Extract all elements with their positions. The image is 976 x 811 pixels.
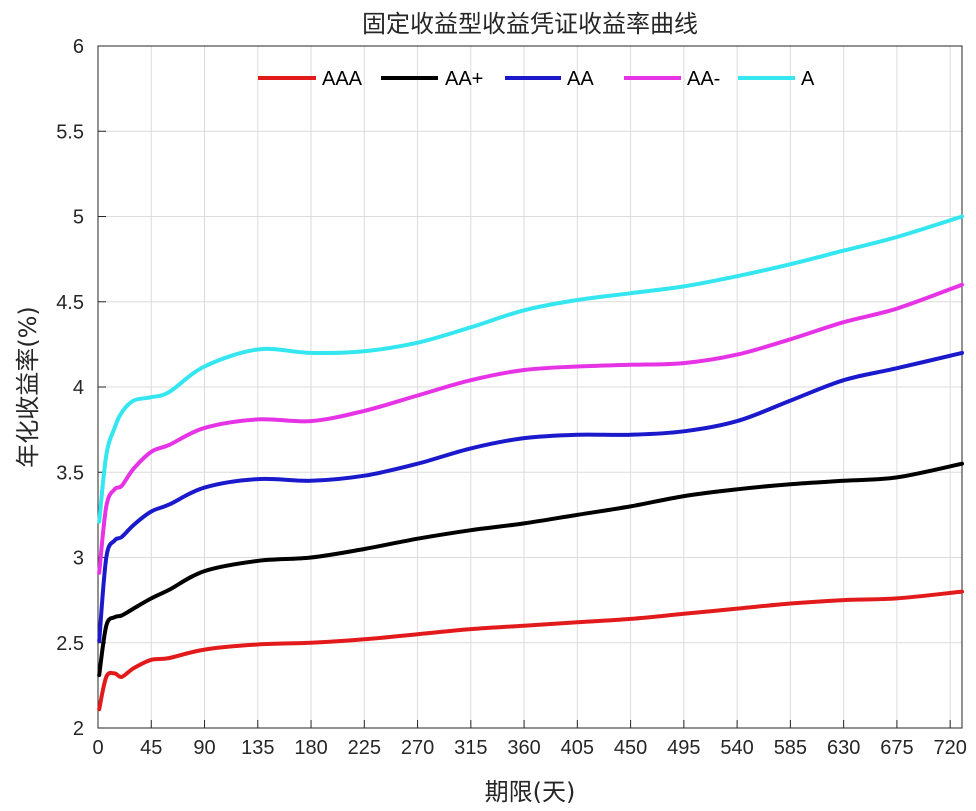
series-line-aaplus [97, 461, 964, 678]
y-tick-label: 6 [73, 36, 84, 58]
x-tick-label: 585 [774, 737, 807, 759]
legend-label: A [801, 68, 815, 90]
series-line-aaa [97, 589, 964, 712]
y-tick-label: 4.5 [56, 292, 84, 314]
x-tick-label: 405 [561, 737, 594, 759]
y-axis-title: 年化收益率(%) [14, 306, 42, 468]
axis-ticks: 0 45 90 135 180 225 270 315 360 405 450 495 540 585 63… [56, 36, 967, 759]
y-tick-label: 5 [73, 207, 84, 229]
x-tick-label: 495 [667, 737, 700, 759]
series-line-a [97, 214, 964, 524]
series-line-aaminus [97, 282, 964, 575]
legend-label: AAA [322, 68, 363, 90]
x-tick-label: 720 [933, 737, 966, 759]
x-tick-label: 360 [507, 737, 540, 759]
x-tick-label: 0 [92, 737, 103, 759]
x-tick-label: 450 [614, 737, 647, 759]
legend-label: AA- [687, 68, 720, 90]
x-tick-label: 315 [454, 737, 487, 759]
x-tick-label: 180 [294, 737, 327, 759]
legend: AAA AA+ AA AA- A [258, 68, 815, 90]
series-lines [97, 214, 964, 712]
y-tick-label: 4 [73, 377, 84, 399]
legend-label: AA [567, 68, 594, 90]
x-tick-label: 135 [241, 737, 274, 759]
x-tick-label: 270 [401, 737, 434, 759]
x-tick-label: 630 [827, 737, 860, 759]
x-tick-label: 90 [193, 737, 215, 759]
x-axis-title: 期限(天) [485, 778, 576, 806]
x-tick-label: 675 [880, 737, 913, 759]
x-tick-label: 540 [720, 737, 753, 759]
legend-label: AA+ [445, 68, 483, 90]
y-tick-label: 2.5 [56, 633, 84, 655]
chart-title: 固定收益型收益凭证收益率曲线 [362, 10, 698, 38]
y-tick-label: 5.5 [56, 121, 84, 143]
y-tick-label: 3.5 [56, 462, 84, 484]
x-tick-label: 225 [348, 737, 381, 759]
y-tick-label: 3 [73, 548, 84, 570]
x-tick-label: 45 [140, 737, 162, 759]
series-line-aa [97, 350, 964, 643]
y-tick-label: 2 [73, 718, 84, 740]
